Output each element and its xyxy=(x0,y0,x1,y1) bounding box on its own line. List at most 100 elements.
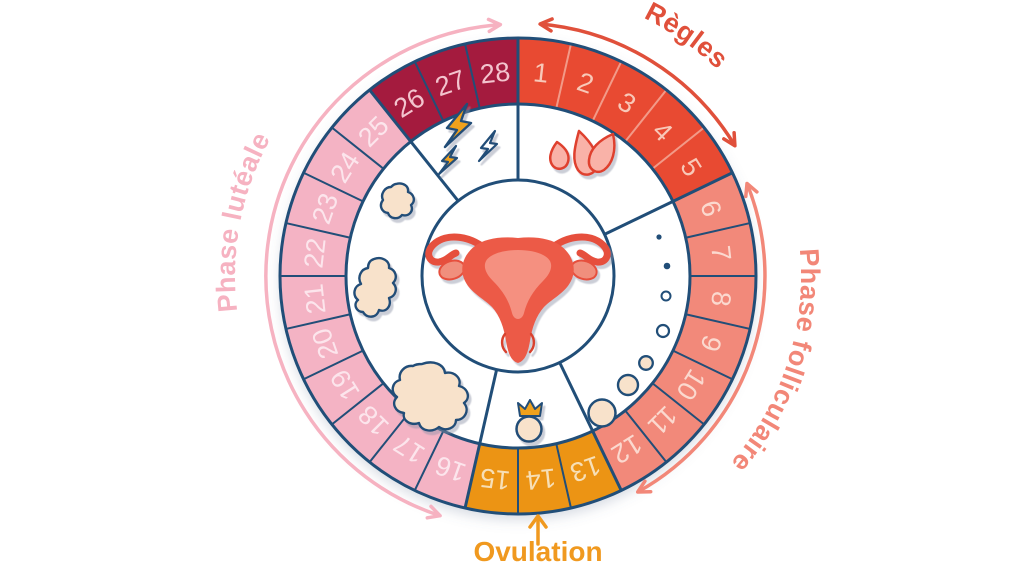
ovulation-label: Ovulation xyxy=(473,536,602,567)
phase-boundary-line xyxy=(558,361,623,492)
blob-medium xyxy=(353,256,397,318)
day-segment-11 xyxy=(625,383,705,463)
follicle-3 xyxy=(660,290,672,302)
follicle-5 xyxy=(638,355,654,371)
day-segment-24 xyxy=(303,127,384,202)
day-separator-line xyxy=(464,43,481,109)
day-separator-line xyxy=(331,126,385,170)
day-segment-25 xyxy=(331,89,411,169)
blob-large xyxy=(391,361,470,432)
phase-boundary-line xyxy=(463,369,499,509)
endometrium-blobs-icon xyxy=(353,182,470,432)
day-number-14: 14 xyxy=(524,462,557,495)
phase-boundary-line xyxy=(603,171,734,236)
lightning-bolt-large xyxy=(443,102,473,149)
day-segment-22 xyxy=(280,223,351,276)
day-number-15: 15 xyxy=(478,462,511,495)
fallopian-tube-right xyxy=(542,233,611,266)
day-segment-20 xyxy=(286,314,363,380)
day-segment-19 xyxy=(303,350,384,425)
day-separator-line xyxy=(651,126,705,170)
day-segment-28 xyxy=(465,38,518,109)
day-segment-8 xyxy=(685,276,756,329)
sector-illustrations xyxy=(353,102,672,443)
ovulation-arrowhead-icon xyxy=(528,514,548,529)
uterus-cavity xyxy=(484,250,552,319)
day-number-8: 8 xyxy=(705,290,736,308)
day-separator-line xyxy=(413,61,445,122)
blob-small xyxy=(379,182,416,220)
day-segment-16 xyxy=(414,431,480,508)
lightning-bolt-small xyxy=(437,144,459,176)
crown-icon xyxy=(517,399,543,417)
day-segment-12 xyxy=(592,410,667,491)
blood-drop-large xyxy=(587,132,616,174)
day-segment-13 xyxy=(556,431,622,508)
day-separator-line xyxy=(685,222,751,239)
day-separator-line xyxy=(303,171,364,203)
follicle-6 xyxy=(616,373,640,397)
day-segment-21 xyxy=(280,276,351,329)
follicle-7 xyxy=(587,398,617,428)
day-separator-line xyxy=(591,61,623,122)
cervix-detail-left xyxy=(500,332,508,354)
fallopian-tube-left xyxy=(425,233,494,266)
day-segment-15 xyxy=(465,443,518,514)
arrowhead-icon xyxy=(722,130,737,148)
day-segment-7 xyxy=(685,223,756,276)
day-segment-5 xyxy=(652,127,733,202)
day-separator-line xyxy=(651,382,705,426)
day-number-7: 7 xyxy=(705,244,736,262)
arrowhead-icon xyxy=(635,479,653,494)
day-separator-line xyxy=(285,313,351,330)
outer-ring-outline xyxy=(278,36,758,516)
follicle-dot-2 xyxy=(663,262,671,270)
day-segment-3 xyxy=(592,61,667,142)
day-separator-line xyxy=(672,349,733,381)
day-number-22: 22 xyxy=(298,236,331,269)
luteale-arrow-arc xyxy=(264,22,501,518)
folliculaire-arrow-arc xyxy=(636,182,767,494)
day-separator-line xyxy=(555,443,572,509)
phase-boundary-line xyxy=(368,88,460,202)
arrowhead-icon xyxy=(425,504,442,520)
day-segment-14 xyxy=(518,443,571,514)
cervix-detail-right xyxy=(528,332,536,354)
day-number-21: 21 xyxy=(298,282,331,315)
follicle-dot-1 xyxy=(656,234,662,240)
day-segment-4 xyxy=(625,89,705,169)
day-segment-18 xyxy=(331,383,411,463)
day-separator-line xyxy=(685,313,751,330)
regles-arrow-arc xyxy=(539,22,737,147)
day-segment-23 xyxy=(286,172,363,238)
blood-drops-icon xyxy=(548,129,616,176)
day-separator-line xyxy=(624,409,668,463)
day-separator-line xyxy=(624,89,668,143)
day-segment-27 xyxy=(414,44,480,121)
day-separator-line xyxy=(303,349,364,381)
lightning-bolts-icon xyxy=(437,102,499,176)
day-separator-line xyxy=(285,222,351,239)
day-separator-line xyxy=(555,43,572,109)
egg-circle xyxy=(515,415,543,443)
inner-ring-outline xyxy=(344,102,692,450)
day-number-28: 28 xyxy=(478,56,511,89)
day-separator-line xyxy=(413,430,445,491)
day-separator-line xyxy=(331,382,385,426)
day-segment-2 xyxy=(556,44,622,121)
day-segment-6 xyxy=(673,172,750,238)
day-segment-26 xyxy=(369,61,444,142)
arrowhead-icon xyxy=(744,181,759,199)
day-number-1: 1 xyxy=(532,57,550,88)
lightning-bolt-outline xyxy=(477,129,499,163)
day-segment-9 xyxy=(673,314,750,380)
day-segment-10 xyxy=(652,350,733,425)
growing-follicles-icon xyxy=(587,234,672,428)
uterus-icon xyxy=(425,233,611,363)
crowned-egg-icon xyxy=(515,399,543,443)
follicle-4 xyxy=(655,323,671,339)
arrowhead-icon xyxy=(486,17,503,34)
blood-drop-small xyxy=(548,140,570,171)
